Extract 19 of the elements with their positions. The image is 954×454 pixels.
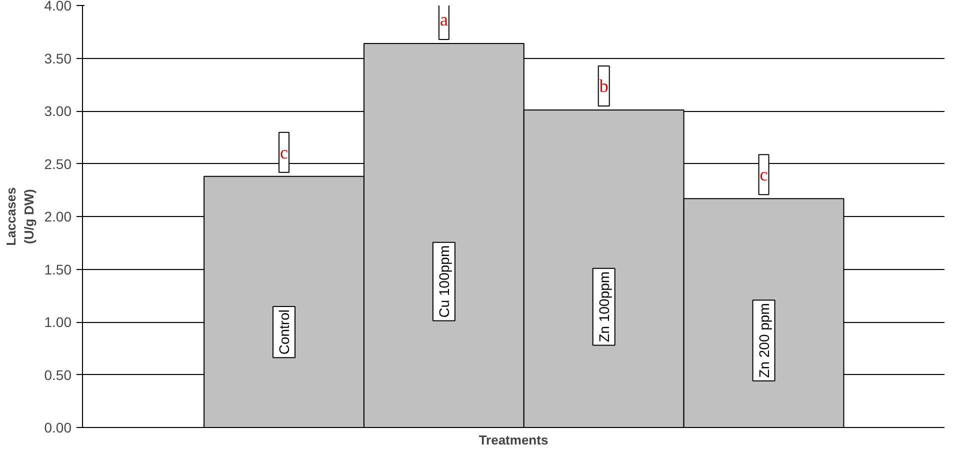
annotation: a xyxy=(440,9,448,30)
y-tick-label: 1.00 xyxy=(44,314,72,330)
y-tick-label: 3.00 xyxy=(44,103,72,119)
x-tick-label: Control xyxy=(276,310,292,355)
x-tick-label: Zn 200 ppm xyxy=(756,303,772,378)
y-tick-label: 2.00 xyxy=(44,208,72,224)
y-axis-title: Laccases (U/g DW) xyxy=(3,187,36,246)
y-tick-label: 4.00 xyxy=(44,0,72,14)
x-axis-title: Treatments xyxy=(478,432,548,448)
y-tick-label: 3.50 xyxy=(44,50,72,66)
y-tick-label: 0.50 xyxy=(44,366,72,383)
y-tick-label: 2.50 xyxy=(44,156,72,172)
y-tick-label: 1.50 xyxy=(44,261,72,278)
annotation: c xyxy=(760,164,768,185)
y-tick-label: 0.00 xyxy=(44,420,72,436)
x-tick-label: Zn 100ppm xyxy=(596,271,612,342)
annotation: b xyxy=(599,76,608,96)
annotation: c xyxy=(280,142,288,162)
x-tick-label: Cu 100ppm xyxy=(436,245,452,318)
